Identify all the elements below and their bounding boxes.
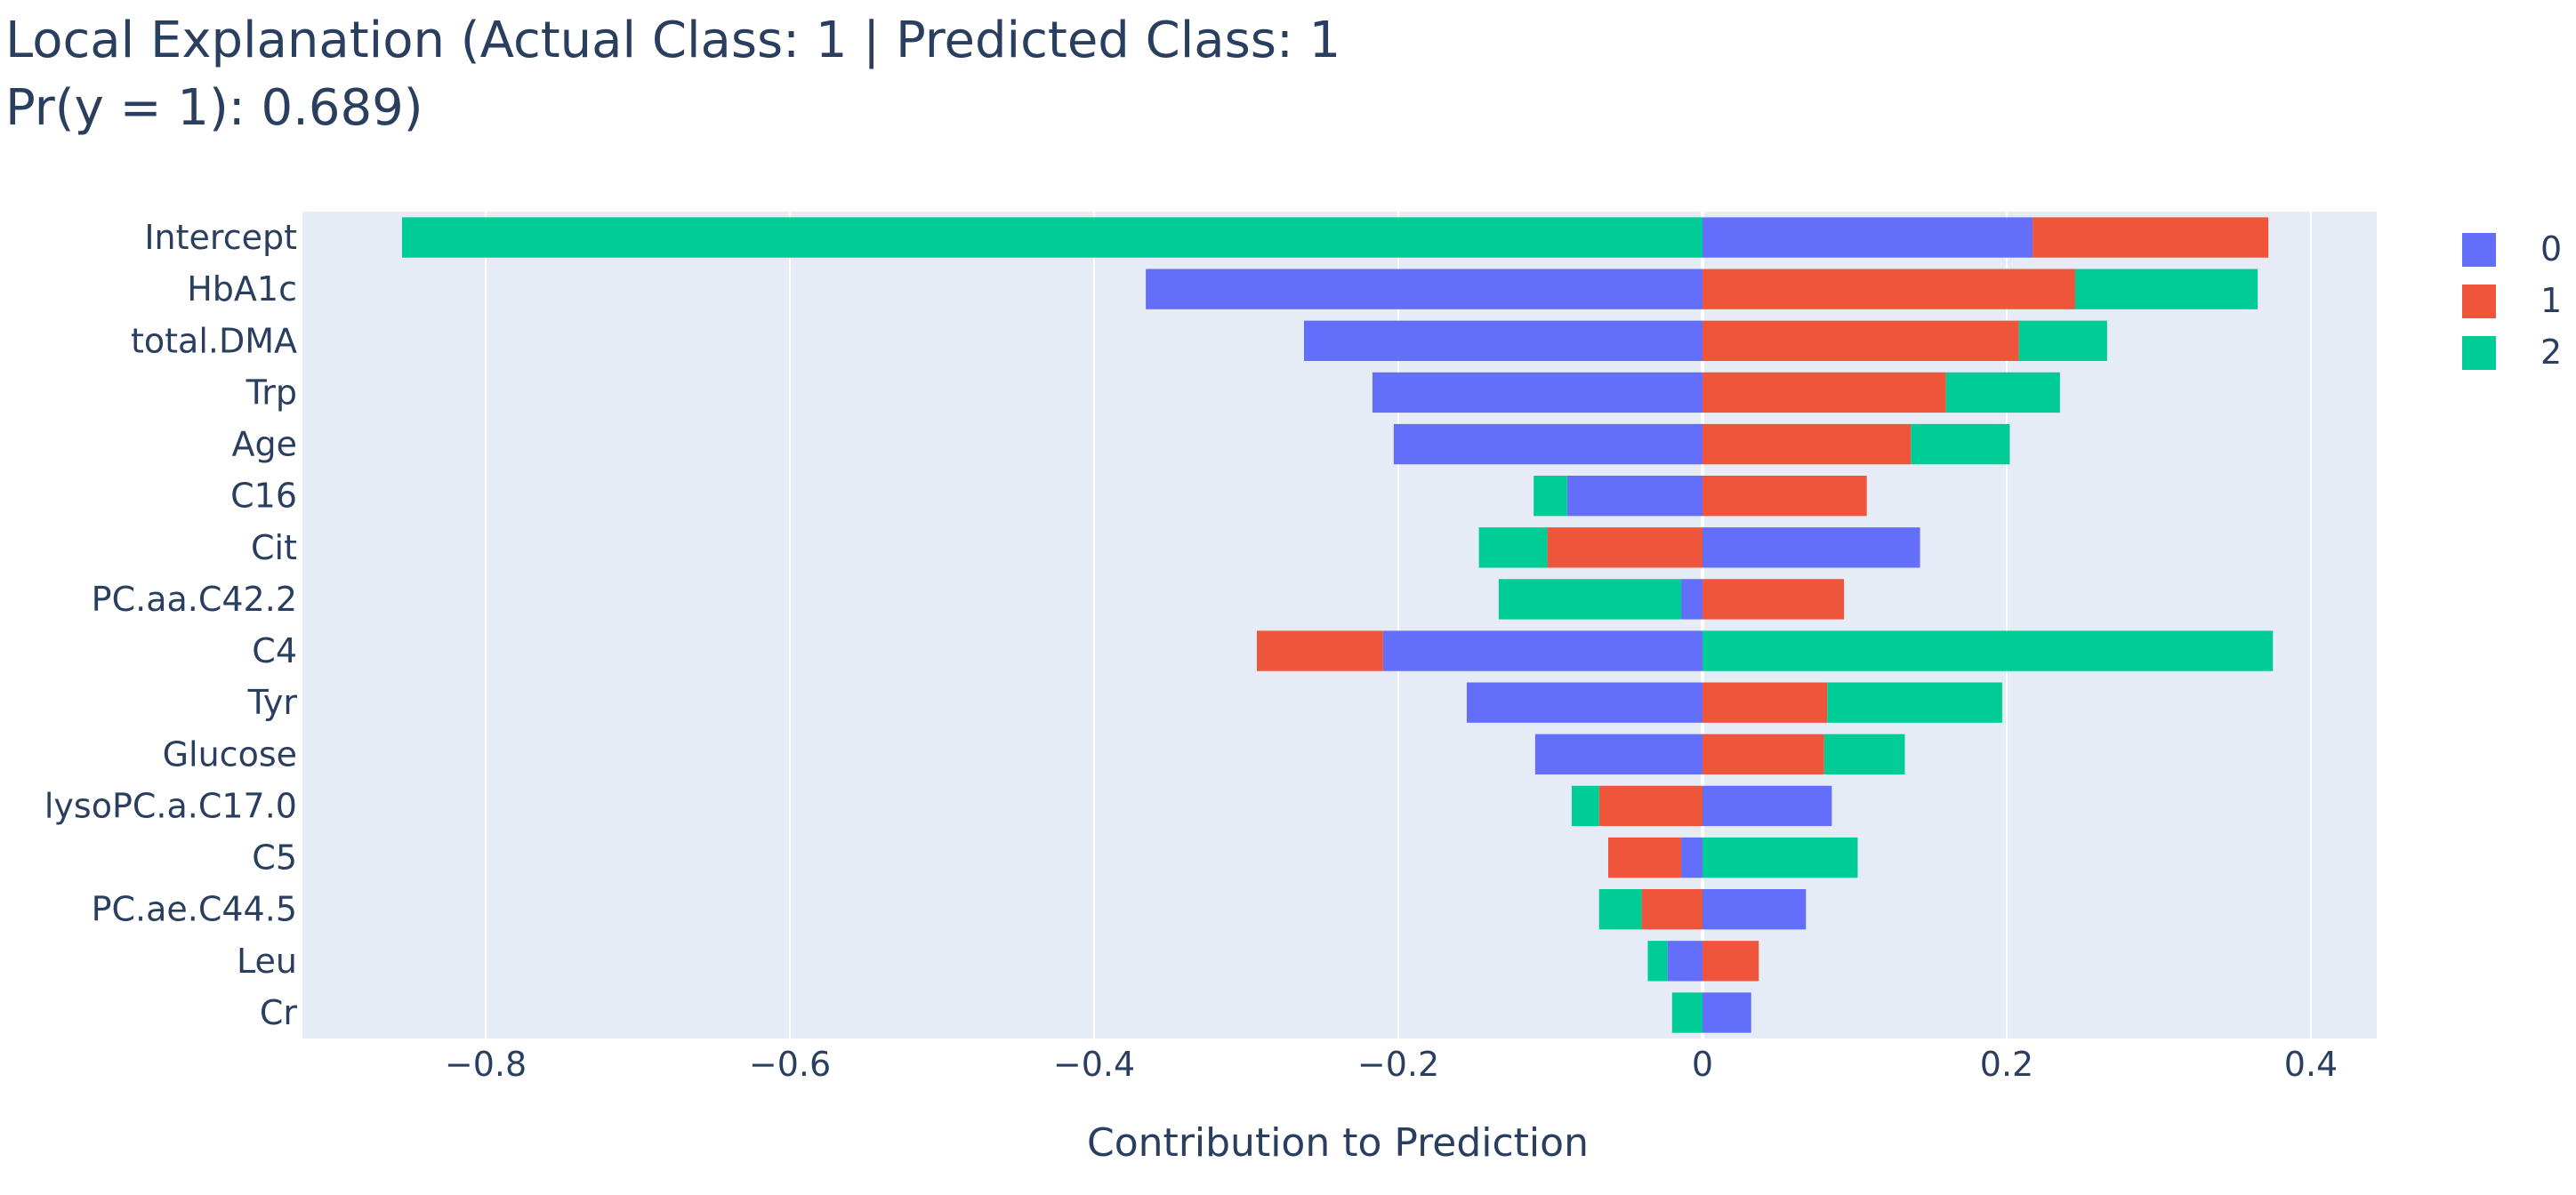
bar-class-1-total-dma[interactable] (1703, 320, 2019, 361)
bar-class-0-tyr[interactable] (1466, 682, 1703, 723)
bar-class-0-hba1c[interactable] (1146, 269, 1703, 309)
bar-class-2-cr[interactable] (1671, 992, 1703, 1033)
bar-class-0-pc-aa-c42-2[interactable] (1681, 579, 1703, 620)
bar-class-2-total-dma[interactable] (2018, 320, 2107, 361)
bar-class-0-pc-ae-c44-5[interactable] (1703, 889, 1807, 930)
bar-class-2-trp[interactable] (1945, 372, 2060, 413)
bar-class-1-lysopc-a-c17-0[interactable] (1598, 785, 1703, 827)
x-tick-label: 0 (1692, 1045, 1713, 1084)
bar-class-2-leu[interactable] (1647, 941, 1668, 982)
bar-class-0-cit[interactable] (1703, 527, 1920, 568)
y-tick-label: Cit (251, 528, 297, 567)
bar-class-2-pc-ae-c44-5[interactable] (1598, 889, 1642, 930)
bar-class-2-intercept[interactable] (401, 217, 1703, 258)
bar-class-1-tyr[interactable] (1703, 682, 1828, 723)
x-tick-label: −0.6 (749, 1045, 831, 1084)
bar-class-2-glucose[interactable] (1823, 734, 1905, 774)
legend-swatch-0[interactable] (2462, 233, 2496, 267)
chart-subtitle: Pr(y = 1): 0.689) (5, 79, 423, 137)
bar-class-1-c4[interactable] (1256, 630, 1383, 671)
bar-class-1-trp[interactable] (1703, 372, 1946, 413)
legend: 0 1 2 (2462, 229, 2562, 372)
y-axis-labels: Intercept HbA1c total.DMA Trp Age C16 Cit PC.aa… (44, 218, 298, 1032)
y-tick-label: Age (232, 425, 298, 464)
y-tick-label: C16 (230, 477, 297, 516)
bar-class-2-cit[interactable] (1478, 527, 1548, 568)
bar-class-1-pc-ae-c44-5[interactable] (1641, 889, 1703, 930)
bar-class-0-c16[interactable] (1566, 476, 1703, 517)
x-tick-label: −0.8 (445, 1045, 527, 1084)
bar-class-2-c16[interactable] (1534, 476, 1567, 517)
bar-class-0-glucose[interactable] (1534, 734, 1703, 774)
bar-class-0-age[interactable] (1393, 423, 1703, 465)
bar-class-0-intercept[interactable] (1703, 217, 2033, 258)
bar-class-0-total-dma[interactable] (1303, 320, 1703, 361)
bar-class-1-intercept[interactable] (2033, 217, 2269, 258)
y-tick-label: HbA1c (187, 269, 297, 309)
y-tick-label: C4 (252, 631, 297, 670)
chart-title: Local Explanation (Actual Class: 1 | Pre… (5, 12, 1340, 69)
x-tick-label: 0.2 (1980, 1045, 2033, 1084)
y-tick-label: Leu (237, 942, 297, 981)
legend-label-0[interactable]: 0 (2540, 229, 2562, 269)
bar-class-0-cr[interactable] (1703, 992, 1751, 1033)
bar-class-2-age[interactable] (1911, 423, 2010, 465)
bar-class-1-glucose[interactable] (1703, 734, 1824, 774)
y-tick-label: PC.ae.C44.5 (92, 890, 297, 929)
bar-class-0-c4[interactable] (1382, 630, 1703, 671)
y-tick-label: PC.aa.C42.2 (92, 580, 297, 619)
bar-class-0-lysopc-a-c17-0[interactable] (1703, 785, 1832, 827)
bar-class-0-leu[interactable] (1667, 941, 1703, 982)
x-axis-title: Contribution to Prediction (1087, 1120, 1589, 1166)
y-tick-label: lysoPC.a.C17.0 (44, 786, 297, 825)
x-tick-label: −0.2 (1357, 1045, 1439, 1084)
y-tick-label: C5 (252, 838, 297, 878)
x-tick-label: −0.4 (1053, 1045, 1135, 1084)
bar-class-2-c5[interactable] (1703, 837, 1858, 878)
legend-swatch-2[interactable] (2462, 336, 2496, 370)
x-tick-label: 0.4 (2284, 1045, 2338, 1084)
legend-label-1[interactable]: 1 (2540, 281, 2562, 320)
legend-swatch-1[interactable] (2462, 285, 2496, 318)
bars (401, 217, 2274, 1033)
bar-class-0-c5[interactable] (1681, 837, 1703, 878)
legend-label-2[interactable]: 2 (2540, 333, 2562, 372)
bar-class-1-c5[interactable] (1607, 837, 1682, 878)
bar-class-1-age[interactable] (1703, 423, 1912, 465)
x-axis-labels: −0.8 −0.6 −0.4 −0.2 0 0.2 0.4 (445, 1045, 2338, 1084)
bar-class-2-c4[interactable] (1703, 630, 2274, 671)
y-tick-label: Tyr (247, 683, 298, 722)
bar-class-2-tyr[interactable] (1827, 682, 2002, 723)
bar-class-1-c16[interactable] (1703, 476, 1867, 517)
y-tick-label: Intercept (144, 218, 297, 257)
bar-class-1-pc-aa-c42-2[interactable] (1703, 579, 1845, 620)
y-tick-label: Trp (246, 373, 297, 412)
bar-class-0-trp[interactable] (1372, 372, 1703, 413)
y-tick-label: Cr (260, 993, 298, 1032)
bar-class-2-hba1c[interactable] (2074, 269, 2258, 309)
bar-class-2-lysopc-a-c17-0[interactable] (1571, 785, 1599, 827)
bar-class-2-pc-aa-c42-2[interactable] (1498, 579, 1682, 620)
y-tick-label: total.DMA (131, 321, 297, 360)
y-tick-label: Glucose (163, 734, 297, 774)
bar-class-1-leu[interactable] (1703, 941, 1759, 982)
bar-class-1-cit[interactable] (1547, 527, 1703, 568)
bar-class-1-hba1c[interactable] (1703, 269, 2075, 309)
